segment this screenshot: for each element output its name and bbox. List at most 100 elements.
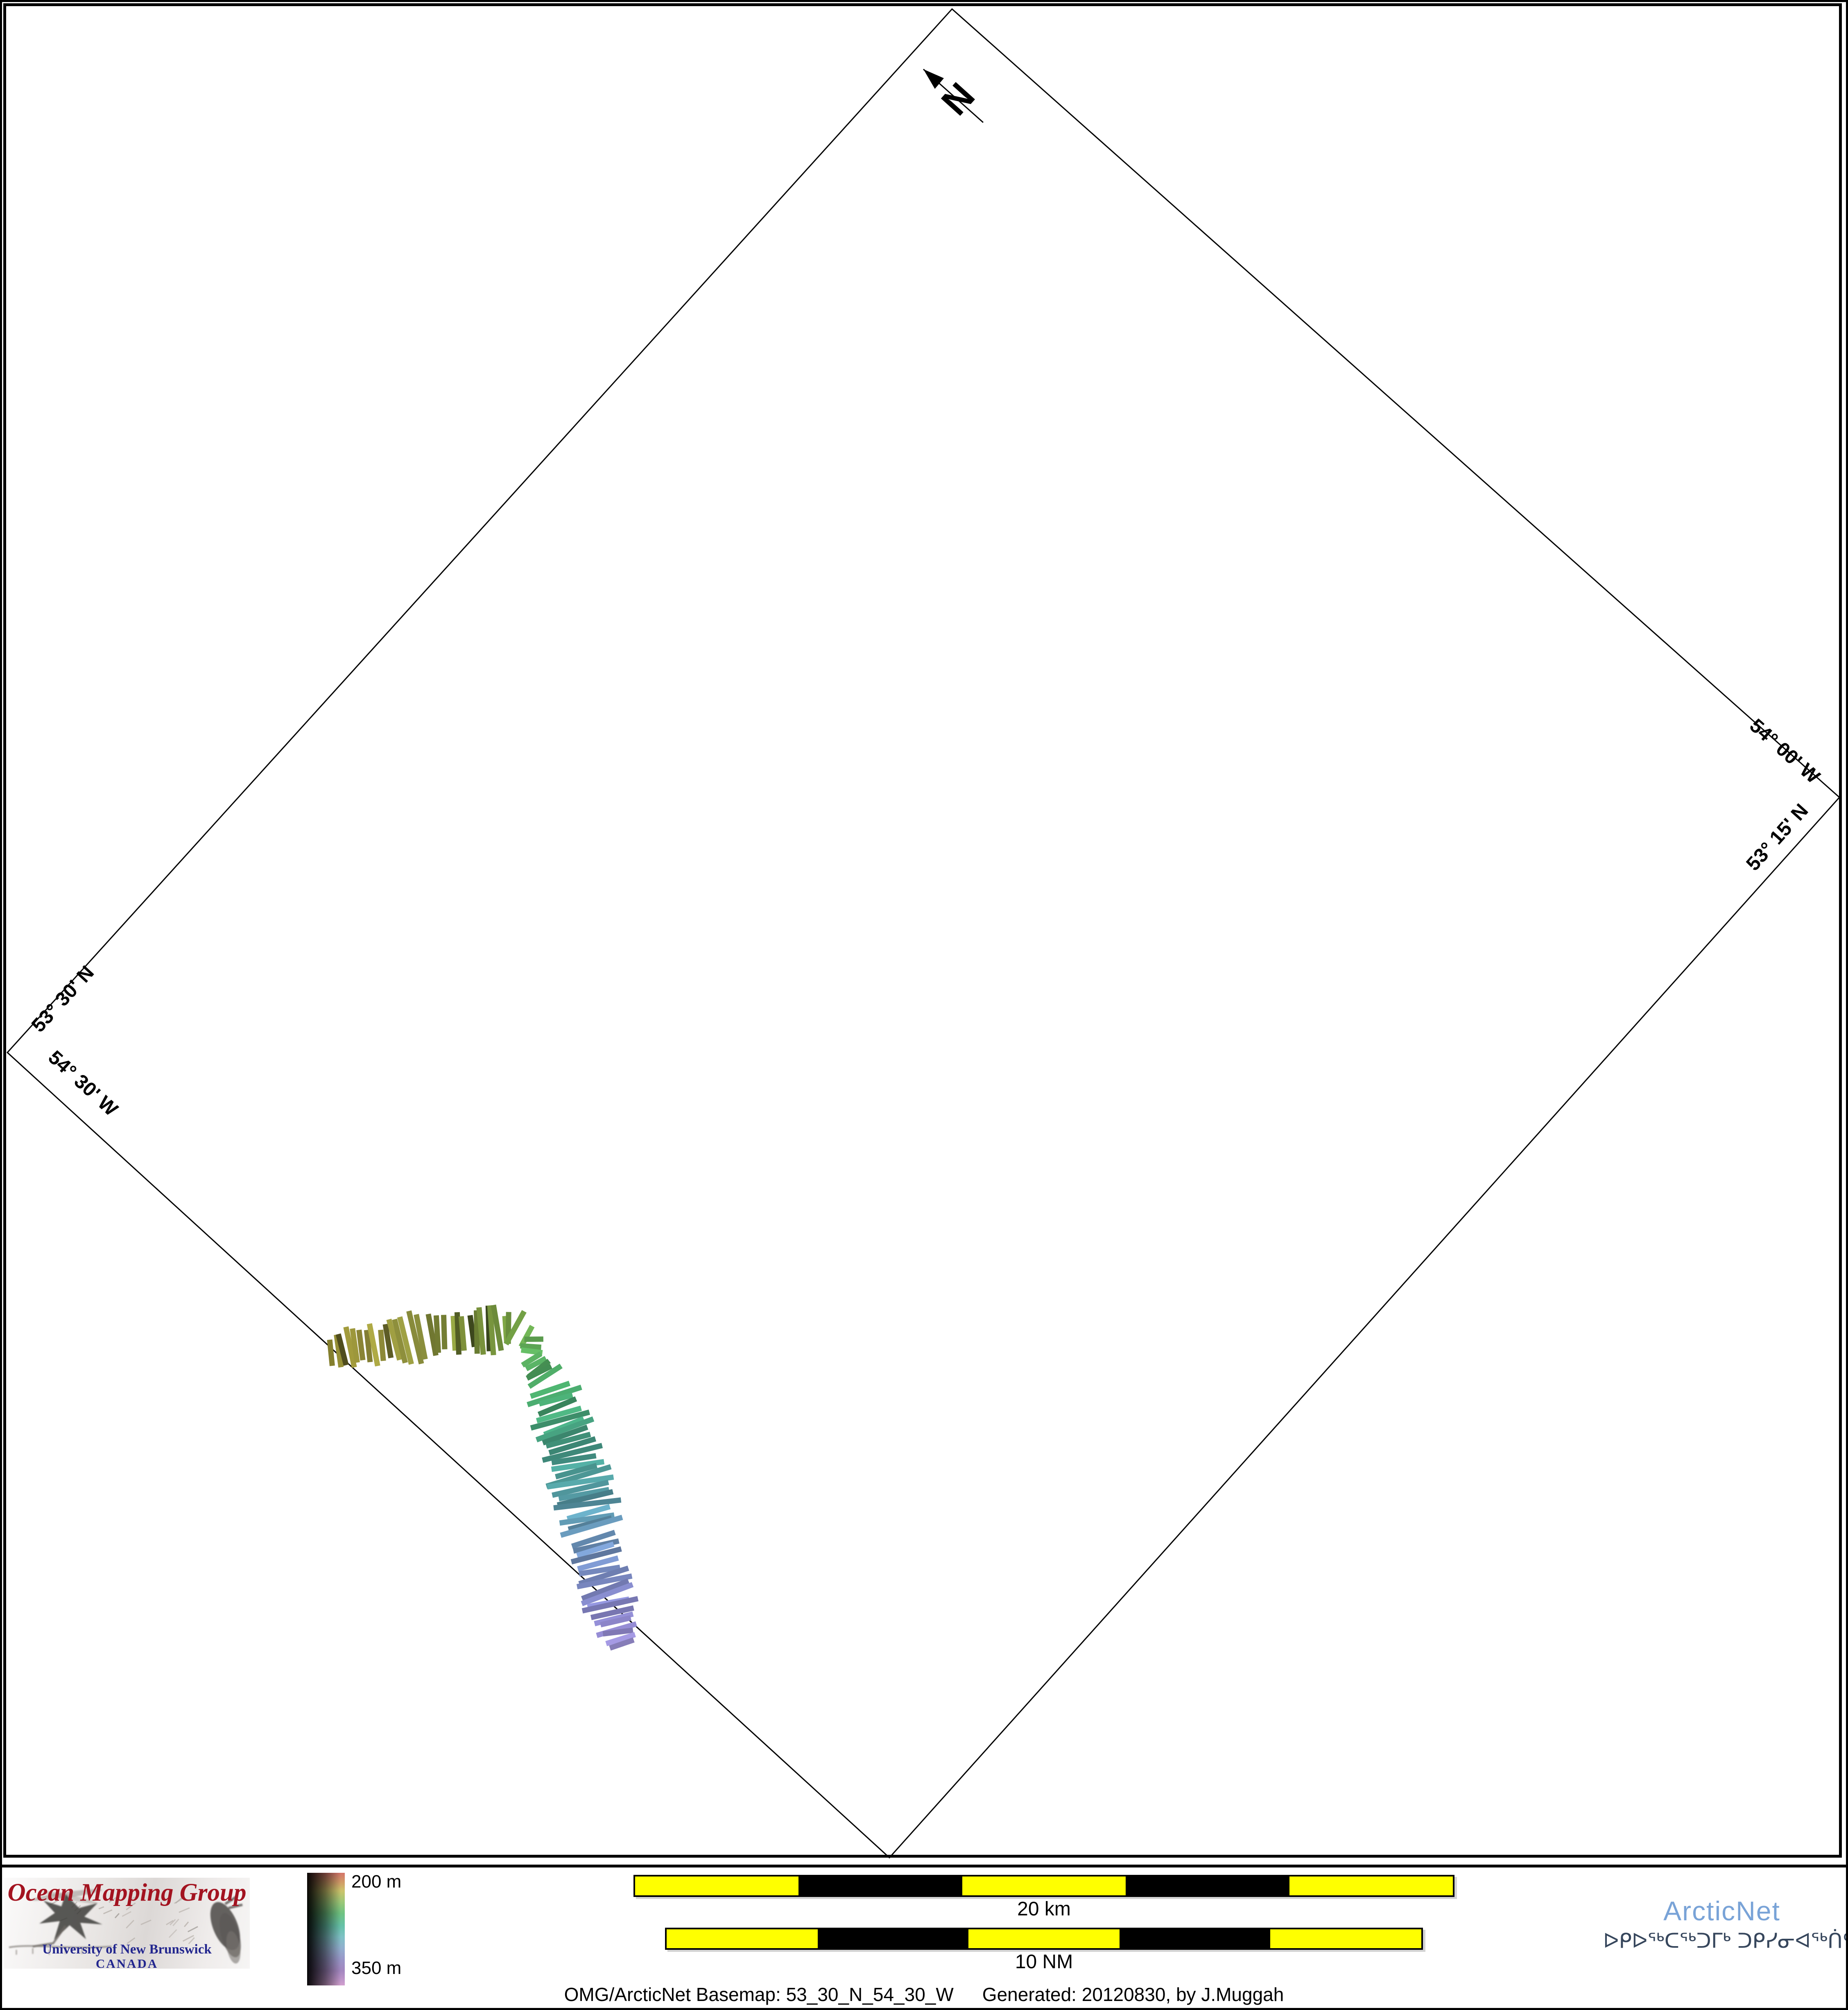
north-arrow-head-icon — [923, 69, 944, 89]
swath-stripe — [570, 1546, 622, 1565]
swath-stripe — [491, 1304, 504, 1351]
km-scalebar — [633, 1875, 1454, 1897]
swath-stripe — [382, 1324, 394, 1358]
swath-stripe — [578, 1565, 629, 1587]
swath-stripe — [556, 1489, 614, 1508]
swath-stripe — [581, 1578, 630, 1601]
km-scalebar-label: 20 km — [1017, 1898, 1071, 1920]
swath-stripe — [581, 1582, 634, 1606]
caption-generated: Generated: 20120830, by J.Muggah — [982, 1984, 1284, 2005]
shipwreck-silhouette-icon — [210, 1895, 243, 1964]
arcticnet-logo: ArcticNet ᐅᑭᐅᖅᑕᖅᑐᒥᒃ ᑐᑭᓯᓂᐊᖅᑏᑦ — [1603, 1895, 1848, 1953]
arcticnet-syllabics: ᐅᑭᐅᖅᑕᖅᑐᒥᒃ ᑐᑭᓯᓂᐊᖅᑏᑦ — [1603, 1929, 1848, 1953]
swath-stripe — [600, 1615, 631, 1627]
swath-stripe — [521, 1351, 543, 1368]
swath-stripe — [487, 1305, 496, 1356]
scalebar-segment — [798, 1876, 962, 1895]
swath-stripe — [392, 1318, 408, 1364]
scalebar-segment — [667, 1929, 818, 1948]
swath-stripe — [581, 1596, 639, 1614]
swath-stripe — [537, 1396, 577, 1417]
swath-stripe — [476, 1307, 486, 1355]
swath-stripe — [529, 1381, 570, 1399]
graticule-label-lon-west: 54° 30' W — [44, 1046, 122, 1120]
swath-stripe — [530, 1409, 590, 1431]
swath-stripe — [551, 1453, 597, 1465]
ripple-dash — [169, 1919, 176, 1926]
swath-stripe — [327, 1339, 335, 1366]
swath-stripe — [609, 1637, 635, 1651]
footer-separator — [0, 1865, 1848, 1867]
nm-scalebar — [665, 1928, 1423, 1950]
swath-stripe — [560, 1514, 623, 1538]
ripple-dash — [179, 1907, 190, 1913]
swath-stripe — [366, 1323, 380, 1367]
scalebar-segment — [968, 1929, 1120, 1948]
map-frame — [3, 3, 1842, 1858]
swath-stripe — [538, 1392, 573, 1407]
swath-stripe — [356, 1329, 366, 1361]
swath-stripe — [518, 1324, 535, 1348]
swath-stripe — [527, 1385, 582, 1408]
ripple-dash — [182, 1935, 194, 1942]
swath-stripe — [555, 1463, 597, 1480]
swath-stripe — [536, 1406, 582, 1424]
ripple-dash — [140, 1919, 152, 1925]
swath-stripe — [414, 1314, 428, 1360]
ripple-dash — [127, 1937, 136, 1944]
colorbar-min-label: 200 m — [351, 1872, 402, 1892]
swath-stripe — [520, 1343, 542, 1350]
ripple-dash — [188, 1937, 195, 1944]
graticule-label-lat-lower: 53° 15' N — [1742, 800, 1812, 875]
swath-stripe — [343, 1326, 357, 1368]
swath-stripe — [386, 1318, 403, 1361]
ripple-dash — [122, 1911, 131, 1917]
swath-stripe — [551, 1459, 605, 1472]
scalebar-segment — [1270, 1929, 1421, 1948]
colorbar-max-label: 350 m — [351, 1958, 402, 1978]
swath-stripe — [350, 1328, 360, 1363]
ripple-dash — [126, 1919, 134, 1929]
swath-stripe — [545, 1432, 591, 1449]
depth-colorbar — [307, 1873, 345, 1985]
scalebar-segment — [962, 1876, 1126, 1895]
swath-stripe — [547, 1474, 614, 1489]
swath-stripe — [605, 1632, 636, 1646]
ripple-dash — [98, 1906, 104, 1910]
swath-stripe — [571, 1530, 616, 1549]
scalebar-segment — [1126, 1876, 1289, 1895]
scalebar-segment — [1289, 1876, 1453, 1895]
omg-logo: Ocean Mapping Group University of New Br… — [4, 1878, 250, 1969]
swath-stripe — [576, 1541, 615, 1558]
swath-stripe — [525, 1356, 547, 1372]
bathymetry-swath — [327, 1304, 639, 1651]
scalebar-segment — [1119, 1929, 1271, 1948]
swath-stripe — [535, 1416, 595, 1442]
swath-stripe — [454, 1312, 462, 1355]
swath-stripe — [579, 1564, 621, 1577]
swath-stripe — [425, 1313, 439, 1356]
map-boundary — [6, 8, 1841, 1859]
omg-university: University of New Brunswick — [42, 1942, 212, 1957]
swath-stripe — [525, 1364, 552, 1381]
omg-logo-artwork — [9, 1889, 243, 1964]
swath-stripe — [576, 1573, 633, 1589]
swath-stripe — [553, 1497, 622, 1511]
ripple-dash — [188, 1926, 198, 1933]
graticule-label-lat-upper: 53° 30' N — [27, 962, 98, 1036]
swath-stripe — [590, 1605, 634, 1621]
swath-stripe — [441, 1315, 448, 1349]
graticule-label-lon-east: 54° 00' W — [1745, 715, 1824, 788]
ripple-dash — [130, 1895, 139, 1900]
omg-title: Ocean Mapping Group — [7, 1879, 247, 1906]
swath-stripe — [542, 1443, 603, 1463]
swath-stripe — [548, 1436, 597, 1455]
swath-stripe — [467, 1315, 477, 1347]
swath-stripe — [577, 1555, 619, 1572]
ripple-dash — [168, 1929, 177, 1938]
swath-stripe — [542, 1424, 588, 1446]
swath-stripe — [602, 1627, 633, 1637]
swath-stripe — [335, 1333, 349, 1366]
basemap-caption: OMG/ArcticNet Basemap: 53_30_N_54_30_W Ge… — [0, 1983, 1848, 2005]
